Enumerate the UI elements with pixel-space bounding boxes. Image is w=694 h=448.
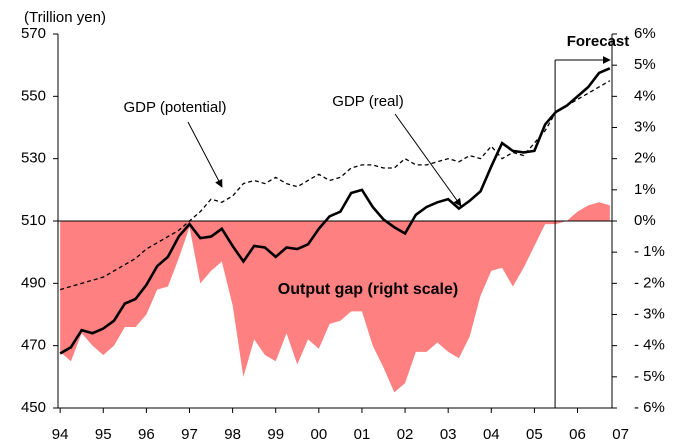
y2-tick-label: 4% xyxy=(634,87,656,104)
y2-tick-label: 2% xyxy=(634,150,656,167)
real-line xyxy=(59,67,611,355)
y2-tick-label: - 1% xyxy=(634,243,665,260)
y-axis-label: (Trillion yen) xyxy=(24,9,106,26)
y-tick-label: 550 xyxy=(21,87,46,104)
arrow xyxy=(394,113,462,207)
y2-tick-label: 6% xyxy=(634,25,656,42)
annotation: GDP (real) xyxy=(332,93,403,110)
y2-tick-label: 3% xyxy=(634,118,656,135)
y2-tick-label: - 3% xyxy=(634,305,665,322)
y2-tick-label: - 6% xyxy=(634,399,665,416)
y2-tick-label: - 4% xyxy=(634,337,665,354)
x-tick-label: 94 xyxy=(52,426,69,443)
annotation: GDP (potential) xyxy=(123,99,226,116)
x-tick-label: 06 xyxy=(569,426,586,443)
x-tick-label: 99 xyxy=(267,426,284,443)
x-tick-label: 03 xyxy=(440,426,457,443)
y-tick-label: 530 xyxy=(21,150,46,167)
y2-tick-label: 0% xyxy=(634,212,656,229)
y2-tick-label: 5% xyxy=(634,56,656,73)
x-tick-label: 96 xyxy=(138,426,155,443)
arrow xyxy=(187,121,223,188)
y-tick-label: 450 xyxy=(21,399,46,416)
x-tick-label: 07 xyxy=(612,426,629,443)
x-tick-label: 97 xyxy=(181,426,198,443)
y-tick-label: 570 xyxy=(21,25,46,42)
x-tick-label: 95 xyxy=(95,426,112,443)
annotation: Output gap (right scale) xyxy=(278,281,458,298)
y2-tick-label: - 2% xyxy=(634,274,665,291)
x-tick-label: 98 xyxy=(224,426,241,443)
y2-tick-label: - 5% xyxy=(634,368,665,385)
output-gap-area xyxy=(60,202,610,393)
x-tick-label: 02 xyxy=(397,426,414,443)
y2-tick-label: 1% xyxy=(634,181,656,198)
x-tick-label: 04 xyxy=(483,426,500,443)
x-tick-label: 05 xyxy=(526,426,543,443)
x-tick-label: 00 xyxy=(310,426,327,443)
y-tick-label: 490 xyxy=(21,274,46,291)
x-tick-label: 01 xyxy=(354,426,371,443)
y-tick-label: 470 xyxy=(21,337,46,354)
y-tick-label: 510 xyxy=(21,212,46,229)
annotation: Forecast xyxy=(567,33,630,50)
